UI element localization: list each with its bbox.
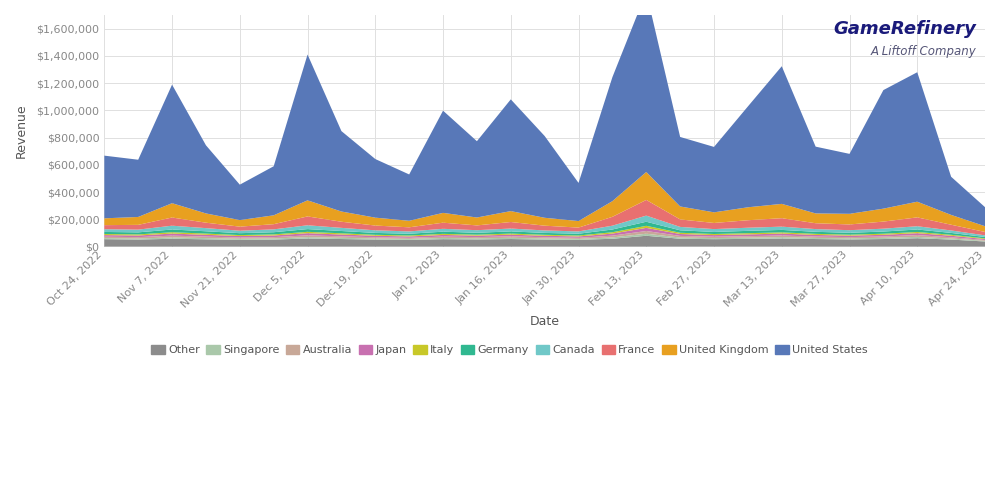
Legend: Other, Singapore, Australia, Japan, Italy, Germany, Canada, France, United Kingd: Other, Singapore, Australia, Japan, Ital… bbox=[147, 340, 872, 360]
Text: A Liftoff Company: A Liftoff Company bbox=[870, 45, 976, 58]
Text: GameRefinery: GameRefinery bbox=[833, 20, 976, 38]
X-axis label: Date: Date bbox=[530, 315, 560, 328]
Y-axis label: Revenue: Revenue bbox=[15, 104, 28, 158]
